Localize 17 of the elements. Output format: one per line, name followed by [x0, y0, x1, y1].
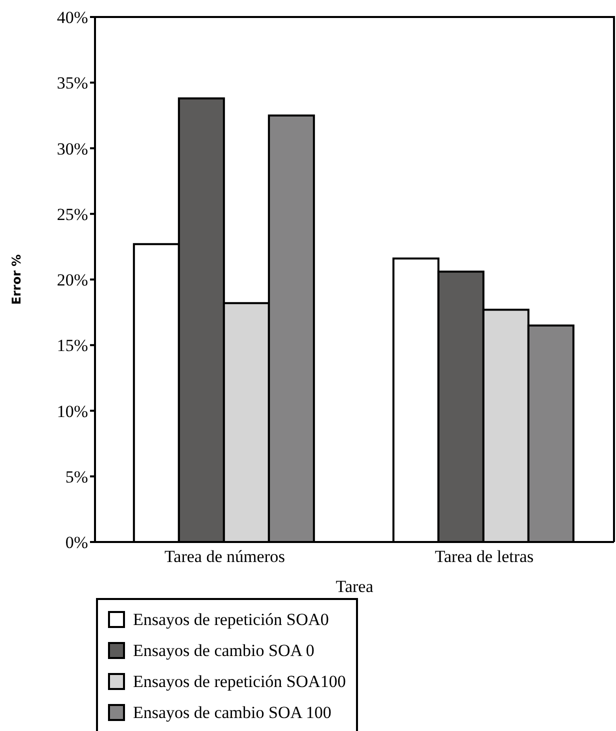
x-tick-label: Tarea de letras [434, 547, 534, 566]
y-tick-label: 0% [65, 533, 88, 552]
legend-label: Ensayos de cambio SOA 0 [133, 640, 314, 660]
y-tick-label: 15% [56, 336, 88, 356]
legend-label: Ensayos de repetición SOA0 [133, 610, 329, 630]
y-tick-label: 35% [56, 74, 88, 93]
y-tick-label: 5% [65, 467, 88, 486]
x-tick-label: Tarea de números [164, 547, 286, 566]
legend-label: Ensayos de cambio SOA 100 [133, 702, 332, 722]
y-tick-label: 10% [56, 402, 88, 421]
y-tick-label: 40% [56, 8, 88, 28]
x-axis-title: Tarea [336, 577, 374, 596]
y-tick-label: 30% [56, 139, 88, 158]
y-axis-title: Error % [9, 254, 24, 305]
legend-label: Ensayos de repetición SOA100 [133, 672, 346, 692]
y-tick-label: 20% [56, 270, 88, 290]
y-tick-label: 25% [56, 204, 88, 224]
